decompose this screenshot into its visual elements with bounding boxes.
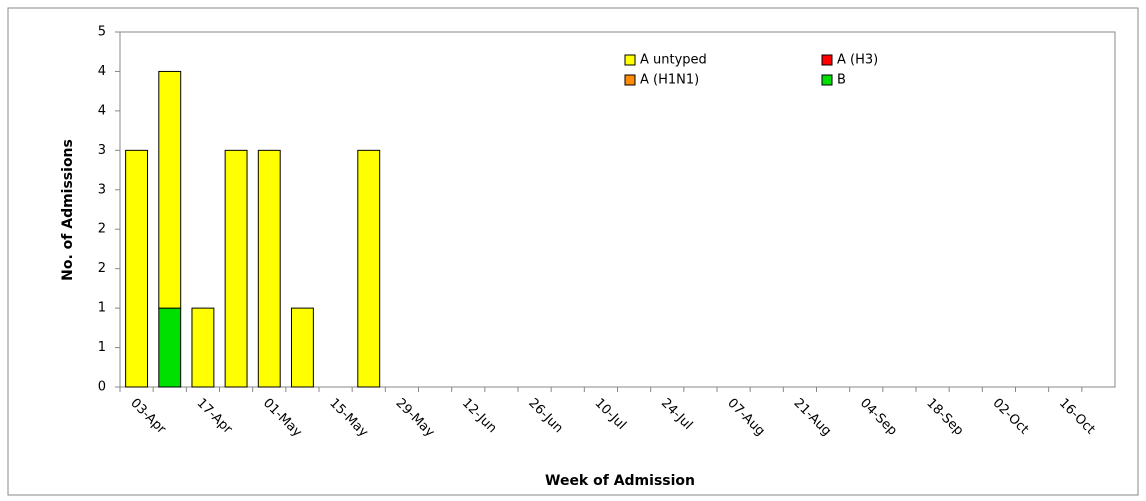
bar-segment bbox=[125, 149, 149, 388]
legend-label: B bbox=[837, 73, 846, 88]
plot-area bbox=[119, 31, 1116, 388]
bar-segment bbox=[224, 149, 248, 388]
legend-label: A (H3) bbox=[837, 53, 878, 68]
legend-label: A (H1N1) bbox=[640, 73, 699, 88]
legend-label: A untyped bbox=[640, 53, 707, 68]
y-axis-title: No. of Admissions bbox=[60, 139, 76, 281]
y-tick-label: 3 bbox=[98, 143, 106, 158]
y-tick-label: 5 bbox=[98, 25, 106, 40]
y-tick-label: 2 bbox=[98, 261, 106, 276]
bar-segment bbox=[257, 149, 281, 388]
y-tick-label: 0 bbox=[98, 380, 106, 395]
legend-swatch bbox=[821, 54, 833, 66]
y-tick-label: 4 bbox=[98, 64, 106, 79]
y-tick-label: 1 bbox=[98, 340, 106, 355]
bar-segment bbox=[191, 307, 215, 388]
bar-segment bbox=[158, 307, 182, 388]
legend-swatch bbox=[624, 54, 636, 66]
legend-swatch bbox=[624, 74, 636, 86]
x-axis-title: Week of Admission bbox=[545, 473, 695, 489]
y-tick-label: 1 bbox=[98, 301, 106, 316]
y-tick-label: 3 bbox=[98, 182, 106, 197]
bar-segment bbox=[290, 307, 314, 388]
bar-segment bbox=[158, 70, 182, 309]
y-tick-label: 4 bbox=[98, 103, 106, 118]
y-tick-label: 2 bbox=[98, 222, 106, 237]
legend-swatch bbox=[821, 74, 833, 86]
bar-segment bbox=[357, 149, 381, 388]
